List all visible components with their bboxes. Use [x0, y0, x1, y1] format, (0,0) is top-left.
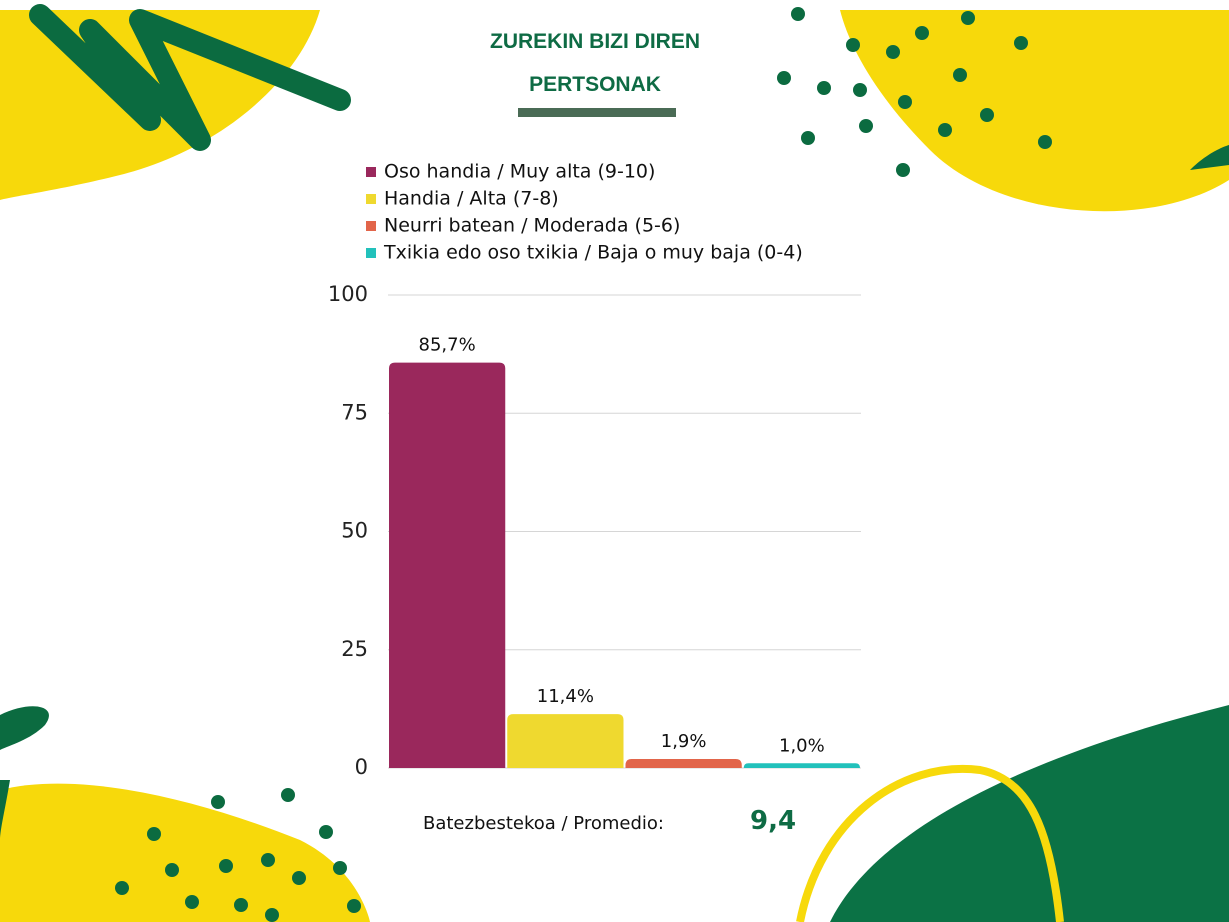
y-tick-label: 50 — [341, 519, 368, 543]
decoration — [0, 4, 1229, 922]
bar — [743, 763, 860, 768]
value-label: 85,7% — [419, 335, 476, 356]
average-label: Batezbestekoa / Promedio: — [423, 813, 664, 834]
average-value: 9,4 — [750, 806, 797, 836]
y-tick-label: 25 — [341, 637, 368, 661]
value-label: 1,0% — [779, 735, 825, 756]
bar — [625, 759, 742, 768]
legend-marker — [366, 167, 376, 177]
y-tick-label: 100 — [328, 282, 368, 306]
value-label: 1,9% — [661, 731, 707, 752]
bar — [507, 714, 624, 768]
legend-label: Neurri batean / Moderada (5-6) — [384, 215, 680, 237]
legend-label: Txikia edo oso txikia / Baja o muy baja … — [383, 242, 803, 264]
legend-marker — [366, 248, 376, 258]
legend-label: Handia / Alta (7-8) — [384, 188, 559, 210]
chart-title: ZUREKIN BIZI DIREN PERTSONAK — [490, 30, 700, 96]
bar — [389, 362, 506, 768]
legend-marker — [366, 221, 376, 231]
value-label: 11,4% — [537, 686, 594, 707]
legend-marker — [366, 194, 376, 204]
y-tick-label: 75 — [341, 400, 368, 424]
legend-label: Oso handia / Muy alta (9-10) — [384, 161, 655, 183]
y-tick-label: 0 — [355, 755, 368, 779]
